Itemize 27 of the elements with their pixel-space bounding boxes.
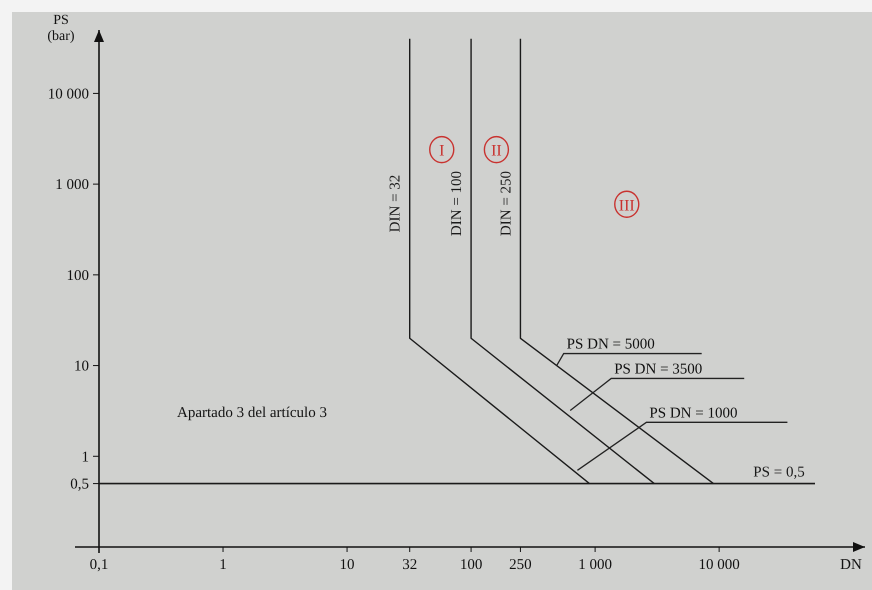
text: DIN = 32 xyxy=(388,174,404,232)
x-tick-label: 32 xyxy=(402,557,418,573)
y-tick-label: 0,5 xyxy=(70,476,89,493)
y-tick-label: 10 000 xyxy=(48,86,89,102)
y-tick-label: 10 xyxy=(74,358,89,375)
x-tick-label: 250 xyxy=(509,557,532,573)
annotation: I xyxy=(439,142,444,160)
x-tick-label: 10 xyxy=(340,557,355,573)
annotation: PS DN = 5000 xyxy=(566,336,655,353)
annotation: II xyxy=(491,142,502,160)
x-tick-label: 0,1 xyxy=(90,557,108,573)
annotation: Apartado 3 del artículo 3 xyxy=(177,405,327,421)
x-axis-title: DN xyxy=(840,557,862,573)
y-tick-label: 100 xyxy=(66,268,89,284)
annotation: PS DN = 3500 xyxy=(614,361,702,378)
y-tick-label: 1 000 xyxy=(55,177,89,194)
x-tick-label: 1 000 xyxy=(578,557,612,573)
x-tick-label: 1 xyxy=(219,557,227,573)
text: DIN = 100 xyxy=(449,170,466,236)
text: DIN = 250 xyxy=(498,170,514,236)
x-tick-label: 10 000 xyxy=(698,557,740,573)
y-tick-label: 1 xyxy=(82,449,89,466)
annotation: III xyxy=(618,197,635,214)
ref-line-label: PS = 0,5 xyxy=(753,464,805,481)
y-axis-title: PS (bar) xyxy=(47,13,75,44)
x-tick-label: 100 xyxy=(460,557,482,573)
annotation: PS DN = 1000 xyxy=(649,405,738,422)
